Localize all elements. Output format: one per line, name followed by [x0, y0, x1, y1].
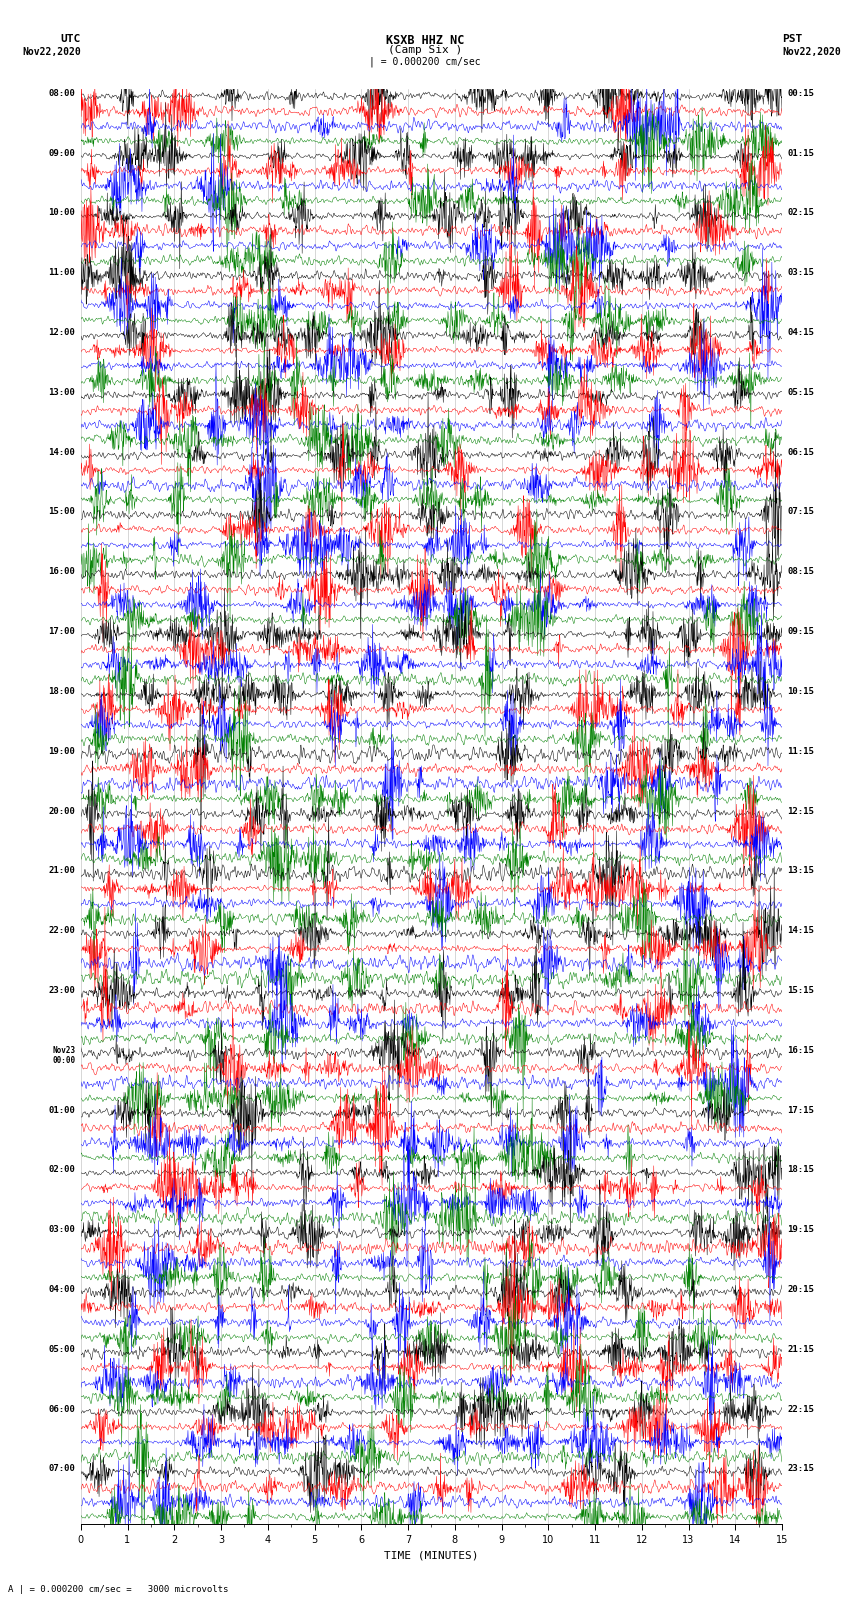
Text: 18:00: 18:00 [48, 687, 75, 695]
Text: 15:15: 15:15 [788, 986, 814, 995]
Text: 08:00: 08:00 [48, 89, 75, 98]
Text: 11:15: 11:15 [788, 747, 814, 755]
Text: 01:15: 01:15 [788, 148, 814, 158]
Text: 21:00: 21:00 [48, 866, 75, 876]
Text: 20:15: 20:15 [788, 1286, 814, 1294]
Text: 04:00: 04:00 [48, 1286, 75, 1294]
Text: 19:15: 19:15 [788, 1226, 814, 1234]
Text: 03:00: 03:00 [48, 1226, 75, 1234]
Text: 07:00: 07:00 [48, 1465, 75, 1473]
Text: PST: PST [782, 34, 802, 44]
Text: 03:15: 03:15 [788, 268, 814, 277]
Text: 14:15: 14:15 [788, 926, 814, 936]
Text: 07:15: 07:15 [788, 508, 814, 516]
Text: 09:15: 09:15 [788, 627, 814, 636]
Text: 18:15: 18:15 [788, 1165, 814, 1174]
Text: 12:00: 12:00 [48, 327, 75, 337]
Text: 06:15: 06:15 [788, 448, 814, 456]
Text: 10:00: 10:00 [48, 208, 75, 218]
Text: 04:15: 04:15 [788, 327, 814, 337]
Text: 08:15: 08:15 [788, 568, 814, 576]
Text: | = 0.000200 cm/sec: | = 0.000200 cm/sec [369, 56, 481, 68]
Text: 10:15: 10:15 [788, 687, 814, 695]
Text: 14:00: 14:00 [48, 448, 75, 456]
Text: 17:00: 17:00 [48, 627, 75, 636]
Text: 23:15: 23:15 [788, 1465, 814, 1473]
Text: 00:15: 00:15 [788, 89, 814, 98]
Text: 20:00: 20:00 [48, 806, 75, 816]
Text: 13:00: 13:00 [48, 387, 75, 397]
Text: 02:15: 02:15 [788, 208, 814, 218]
Text: Nov22,2020: Nov22,2020 [22, 47, 81, 56]
Text: 11:00: 11:00 [48, 268, 75, 277]
Text: KSXB HHZ NC: KSXB HHZ NC [386, 34, 464, 47]
Text: 23:00: 23:00 [48, 986, 75, 995]
Text: 16:15: 16:15 [788, 1045, 814, 1055]
Text: 02:00: 02:00 [48, 1165, 75, 1174]
Text: 01:00: 01:00 [48, 1105, 75, 1115]
Text: 06:00: 06:00 [48, 1405, 75, 1413]
Text: 05:15: 05:15 [788, 387, 814, 397]
Text: 05:00: 05:00 [48, 1345, 75, 1353]
Text: A | = 0.000200 cm/sec =   3000 microvolts: A | = 0.000200 cm/sec = 3000 microvolts [8, 1584, 229, 1594]
Text: 22:00: 22:00 [48, 926, 75, 936]
Text: 13:15: 13:15 [788, 866, 814, 876]
Text: 17:15: 17:15 [788, 1105, 814, 1115]
Text: Nov23
00:00: Nov23 00:00 [52, 1045, 75, 1065]
Text: 22:15: 22:15 [788, 1405, 814, 1413]
Text: 15:00: 15:00 [48, 508, 75, 516]
Text: (Camp Six ): (Camp Six ) [388, 45, 462, 55]
Text: 19:00: 19:00 [48, 747, 75, 755]
Text: 16:00: 16:00 [48, 568, 75, 576]
Text: 21:15: 21:15 [788, 1345, 814, 1353]
Text: 12:15: 12:15 [788, 806, 814, 816]
Text: 09:00: 09:00 [48, 148, 75, 158]
Text: UTC: UTC [60, 34, 81, 44]
X-axis label: TIME (MINUTES): TIME (MINUTES) [384, 1550, 479, 1560]
Text: Nov22,2020: Nov22,2020 [782, 47, 841, 56]
